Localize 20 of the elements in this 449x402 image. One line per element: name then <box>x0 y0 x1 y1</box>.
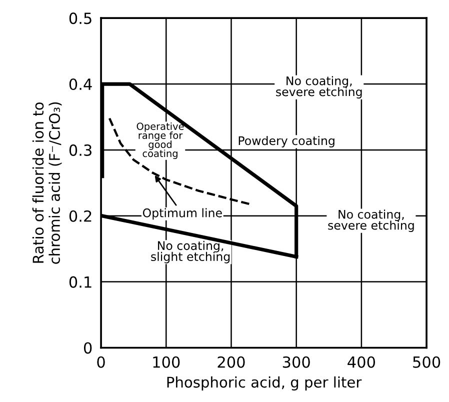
y-tick-label: 0.5 <box>69 12 92 24</box>
y-axis-title: Ratio of fluoride ion to chromic acid (F⁻/CrO₃) <box>32 102 62 264</box>
annotation: No coating, slight etching <box>151 240 230 264</box>
x-axis-title: Phosphoric acid, g per liter <box>167 376 362 391</box>
x-tick-label: 0 <box>97 356 105 368</box>
x-tick-label: 100 <box>153 356 180 368</box>
annotation: Operative range for good coating <box>136 122 184 159</box>
x-tick-label: 200 <box>218 356 245 368</box>
annotation: Powdery coating <box>238 136 334 148</box>
annotation: No coating, severe etching <box>328 210 414 232</box>
annotation: No coating, severe etching <box>276 76 362 99</box>
x-tick-label: 400 <box>348 356 376 368</box>
x-tick-label: 300 <box>282 356 310 368</box>
y-tick-label: 0.3 <box>69 144 92 156</box>
x-tick-label: 500 <box>413 356 440 368</box>
y-tick-label: 0.4 <box>69 78 92 90</box>
y-tick-label: 0 <box>84 342 92 354</box>
y-tick-label: 0.1 <box>69 276 92 288</box>
annotation: Optimum line <box>142 208 222 220</box>
y-tick-label: 0.2 <box>69 210 92 222</box>
